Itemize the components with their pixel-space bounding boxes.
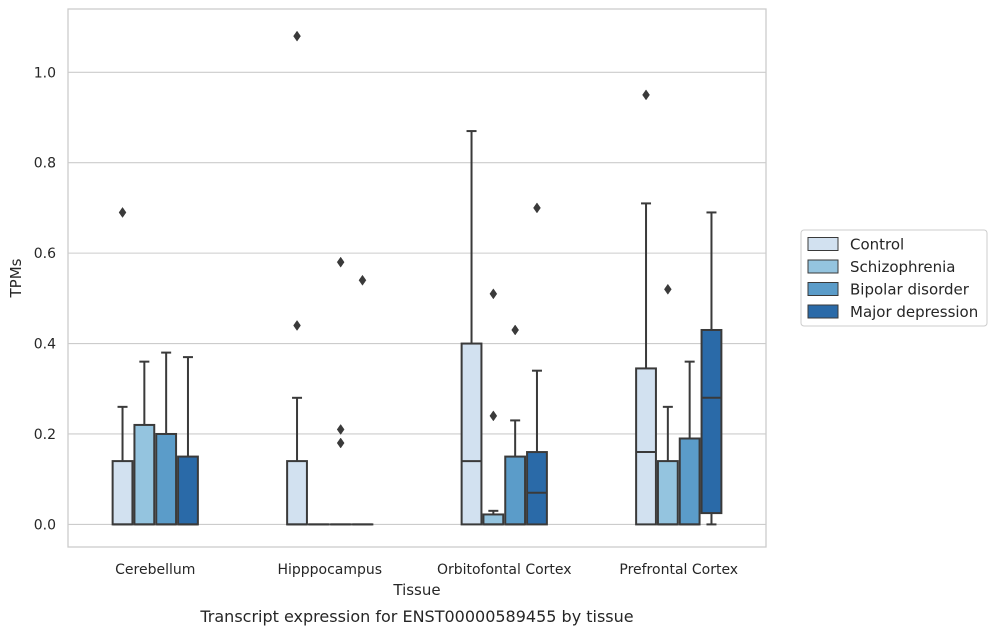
legend-items: Control Schizophrenia Bipolar disorder Majo… — [807, 236, 978, 321]
box-group — [351, 274, 374, 526]
boxplot-marks — [111, 30, 723, 526]
outlier-point — [293, 30, 301, 42]
box — [177, 455, 199, 526]
box-group — [678, 360, 701, 526]
box-group — [177, 356, 199, 526]
y-tick-label: 0.0 — [34, 517, 56, 533]
legend-frame — [800, 229, 988, 327]
box-group — [635, 89, 657, 526]
box — [656, 460, 679, 526]
y-tick-label: 0.2 — [34, 427, 56, 443]
x-tick-label: Orbitofontal Cortex — [437, 562, 572, 578]
box — [155, 432, 178, 526]
x-tick-label: Prefrontal Cortex — [619, 562, 738, 578]
box — [460, 342, 483, 526]
box-group — [286, 30, 308, 526]
y-tick-label: 1.0 — [34, 65, 56, 81]
outlier-point — [358, 274, 367, 286]
box — [700, 328, 723, 515]
box-group — [329, 256, 352, 526]
legend-swatch — [807, 237, 839, 251]
outlier-point — [511, 324, 519, 336]
outlier-point — [118, 207, 127, 218]
box — [286, 460, 308, 526]
outlier-point — [489, 288, 498, 300]
legend-label: Control — [850, 236, 904, 254]
outlier-point — [336, 437, 345, 449]
box-group — [460, 130, 483, 526]
legend-swatch — [807, 304, 839, 319]
outlier-point — [336, 256, 345, 268]
box — [504, 455, 527, 526]
outlier-point — [533, 202, 541, 214]
legend-label: Bipolar disorder — [850, 281, 970, 299]
outlier-point — [336, 424, 345, 435]
box — [678, 437, 701, 526]
box — [526, 451, 548, 526]
box-group — [482, 288, 505, 526]
y-tick-labels: 0.0 0.2 0.4 0.6 0.8 1.0 — [34, 65, 56, 533]
x-tick-labels: Cerebellum Hipppocampus Orbitofontal Corte… — [115, 562, 738, 578]
legend-swatch — [807, 259, 839, 274]
outlier-point — [293, 320, 301, 331]
y-tick-label: 0.4 — [34, 337, 56, 353]
outlier-point — [489, 410, 498, 422]
box-group — [133, 360, 156, 526]
figure-caption: Transcript expression for ENST0000058945… — [199, 607, 633, 626]
box-group — [656, 283, 679, 526]
x-tick-label: Cerebellum — [115, 562, 195, 578]
box — [133, 423, 156, 526]
x-axis-label: Tissue — [392, 581, 440, 599]
y-tick-label: 0.8 — [34, 156, 56, 172]
y-tick-label: 0.6 — [34, 246, 56, 262]
outlier-point — [664, 283, 672, 295]
box-group — [111, 207, 134, 526]
box — [111, 460, 134, 526]
y-axis-label: TPMs — [7, 258, 25, 298]
x-tick-label: Hipppocampus — [277, 562, 382, 578]
legend-swatch — [807, 282, 839, 296]
box-group — [155, 351, 178, 526]
outlier-point — [642, 89, 650, 101]
box-group — [504, 324, 527, 526]
legend: Control Schizophrenia Bipolar disorder Majo… — [800, 229, 988, 327]
legend-label: Schizophrenia — [850, 258, 955, 276]
box — [482, 513, 505, 526]
legend-label: Major depression — [850, 303, 978, 321]
box-group — [700, 211, 723, 526]
box-group — [526, 202, 548, 526]
plot-area-frame — [67, 8, 767, 548]
box — [635, 367, 657, 526]
